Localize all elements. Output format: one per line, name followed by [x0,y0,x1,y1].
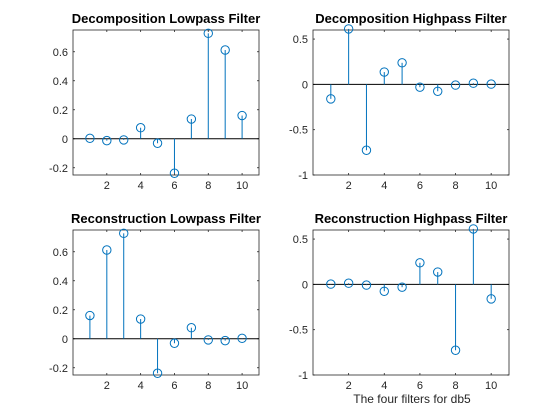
x-tick-label: 6 [417,180,423,192]
stem-marker [102,135,112,146]
x-tick-label: 6 [171,180,177,192]
stem-marker [415,82,425,92]
stem-marker [326,279,336,289]
stem-marker [220,45,230,55]
stem-marker [397,58,407,68]
x-tick-label: 6 [417,380,423,392]
y-tick-label: 0.6 [53,47,68,59]
stem-marker [326,94,336,104]
stem-marker [237,333,247,344]
stem-marker [203,28,213,39]
y-tick-label: 0 [302,79,308,91]
y-tick-label: 0.2 [53,105,68,117]
stem-marker [468,78,479,88]
stem-marker [237,110,247,121]
x-tick-label: 4 [381,180,387,192]
x-tick-label: 4 [138,180,144,192]
x-tick-label: 6 [171,380,177,392]
stem-marker [169,168,180,178]
x-tick-label: 2 [346,180,352,192]
y-tick-label: -0.2 [49,163,68,175]
x-tick-label: 10 [236,180,248,192]
y-tick-label: 0.4 [53,276,68,288]
x-tick-label: 4 [381,380,387,392]
stem-marker [379,286,389,296]
stem-marker [152,138,163,148]
axes-box [72,29,260,176]
stem-marker [102,245,112,255]
chart-title: Reconstruction Highpass Filter [315,211,508,226]
stem-marker [486,79,496,89]
stem-marker [203,335,213,345]
figure-xlabel: The four filters for db5 [353,392,471,406]
axes-box [312,229,510,376]
stem-marker [468,224,479,234]
subplot-4: Reconstruction Highpass Filter 2 4 6 8 10 -1 -0… [289,211,510,392]
y-tick-label: -0.2 [49,363,68,375]
y-tick-label: 0 [62,334,68,346]
y-tick-label: -0.5 [289,125,308,137]
chart-title: Decomposition Highpass Filter [315,11,506,26]
stem-marker [135,314,146,324]
x-tick-label: 10 [485,180,497,192]
y-tick-label: 0 [62,134,68,146]
stem-marker [186,323,197,333]
x-tick-label: 8 [452,180,458,192]
chart-title: Decomposition Lowpass Filter [72,11,261,26]
y-tick-label: 0.6 [53,247,68,259]
stem-marker [397,282,407,292]
x-tick-label: 2 [104,180,110,192]
stem-marker [361,145,372,155]
stem-marker [220,335,230,346]
subplot-3: Reconstruction Lowpass Filter 2 4 6 8 10 -0.2 0… [49,211,261,392]
stem-marker [119,228,129,239]
stem-marker [186,114,197,124]
stem-marker [85,133,95,144]
y-tick-label: -1 [298,170,308,182]
stem-marker [343,24,354,34]
x-tick-label: 2 [346,380,352,392]
chart-title: Reconstruction Lowpass Filter [71,211,261,226]
x-tick-label: 10 [236,380,248,392]
stem-marker [135,123,146,133]
stem-marker [486,294,496,304]
subplot-2: Decomposition Highpass Filter 2 4 6 8 10 -1 -0.… [289,11,510,192]
axes-box [72,229,260,376]
y-tick-label: -1 [298,370,308,382]
stem-marker [415,258,425,268]
stem-marker [450,345,461,355]
subplot-1: Decomposition Lowpass Filter 2 4 6 8 10 -0.2 0 0… [49,11,260,192]
stem-marker [361,280,372,290]
y-tick-label: 0.2 [53,305,68,317]
y-tick-label: 0 [302,279,308,291]
stem-marker [450,80,461,90]
stem-marker [119,135,129,145]
stem-marker [433,86,443,96]
y-tick-label: -0.5 [289,325,308,337]
stem-marker [379,67,389,77]
stem-marker [152,368,163,378]
x-tick-label: 10 [485,380,497,392]
axes-box [312,29,510,176]
y-tick-label: 0.5 [293,34,308,46]
x-tick-label: 4 [138,380,144,392]
stem-marker [169,338,180,348]
x-tick-label: 8 [205,380,211,392]
x-tick-label: 8 [205,180,211,192]
stem-marker [433,267,443,277]
stem-marker [85,310,95,321]
y-tick-label: 0.5 [293,234,308,246]
x-tick-label: 2 [104,380,110,392]
stem-marker [343,278,354,288]
y-tick-label: 0.4 [53,76,68,88]
x-tick-label: 8 [452,380,458,392]
